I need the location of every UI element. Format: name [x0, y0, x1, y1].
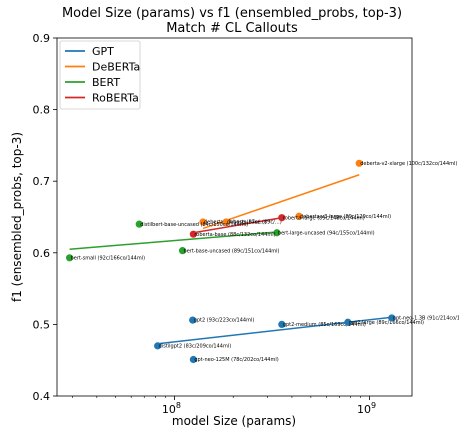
point-label: distilbert-base-uncased (84c/150co/144ml… — [140, 222, 248, 228]
legend-box — [59, 40, 141, 110]
point-label: bert-base-uncased (89c/151co/144ml) — [184, 248, 280, 254]
trend-line-roberta — [193, 216, 282, 234]
data-point — [199, 218, 207, 226]
data-point — [278, 320, 286, 328]
point-label: gpt-neo-125M (78c/202co/144ml) — [194, 357, 278, 363]
data-point — [178, 247, 187, 255]
data-point — [135, 220, 143, 228]
x-axis-label: model Size (params) — [172, 414, 296, 428]
data-point — [295, 212, 303, 220]
point-label: roberta-base (88c/132co/144ml) — [194, 232, 275, 238]
point-label: bert-large-uncased (94c/155co/144ml) — [278, 230, 375, 236]
data-point — [189, 355, 197, 364]
legend: GPT DeBERTa BERT RoBERTa — [59, 40, 141, 110]
trend-line-deberta — [202, 174, 360, 230]
point-label: gpt-neo-1.3B (91c/214co/144ml) — [393, 316, 459, 322]
data-point — [355, 159, 363, 167]
x-tick-label: 109 — [357, 401, 376, 416]
plot-layer: 0.4 0.5 0.6 0.7 0.8 0.9 108 109 gpt2 (93c/223co/… — [33, 32, 459, 416]
legend-entry: DeBERTa — [92, 61, 140, 74]
chart-subtitle: Match # CL Callouts — [166, 21, 298, 36]
data-point — [273, 229, 281, 237]
y-tick-label: 0.9 — [33, 32, 51, 45]
point-label: deberta-v2-xlarge (100c/132co/144ml) — [360, 161, 457, 167]
y-tick-label: 0.7 — [33, 175, 51, 188]
legend-entry: BERT — [92, 76, 120, 89]
data-point — [189, 316, 197, 324]
legend-entry: GPT — [92, 45, 114, 58]
data-point — [344, 318, 352, 326]
point-label: roberta-large (89c/148co/144ml) — [283, 215, 365, 221]
data-point — [65, 254, 74, 262]
point-label: bert-small (92c/166co/144ml) — [71, 255, 146, 261]
x-tick-label: 108 — [162, 401, 181, 416]
point-label: gpt2-medium (85c/169co/144ml) — [283, 322, 366, 328]
y-tick-label: 0.5 — [33, 318, 51, 331]
point-label: gpt2-large (89c/166co/144ml) — [349, 320, 424, 326]
data-point — [278, 214, 286, 222]
legend-entry: RoBERTa — [92, 92, 139, 105]
data-point — [154, 342, 162, 350]
y-axis-label: f1 (ensembled_probs, top-3) — [10, 132, 24, 302]
y-tick-label: 0.4 — [33, 390, 51, 403]
y-tick-label: 0.6 — [33, 247, 51, 260]
point-label: gpt2 (93c/223co/144ml) — [194, 318, 255, 324]
point-label: deberta-base (89c/…) — [227, 220, 282, 226]
data-point — [189, 230, 197, 238]
point-label: deberta-v3-base (87c/…) — [204, 220, 266, 226]
data-point — [222, 218, 230, 226]
point-label: distilgpt2 (83c/209co/144ml) — [159, 343, 232, 349]
data-point — [388, 314, 396, 322]
point-label: deberta-v3-large (89c/129co/144ml) — [300, 214, 391, 220]
plot-frame — [56, 37, 413, 397]
chart-title: Model Size (params) vs f1 (ensembled_pro… — [62, 6, 402, 21]
y-tick-label: 0.8 — [33, 104, 51, 117]
trend-line-bert — [69, 231, 277, 250]
trend-line-gpt — [157, 316, 392, 345]
